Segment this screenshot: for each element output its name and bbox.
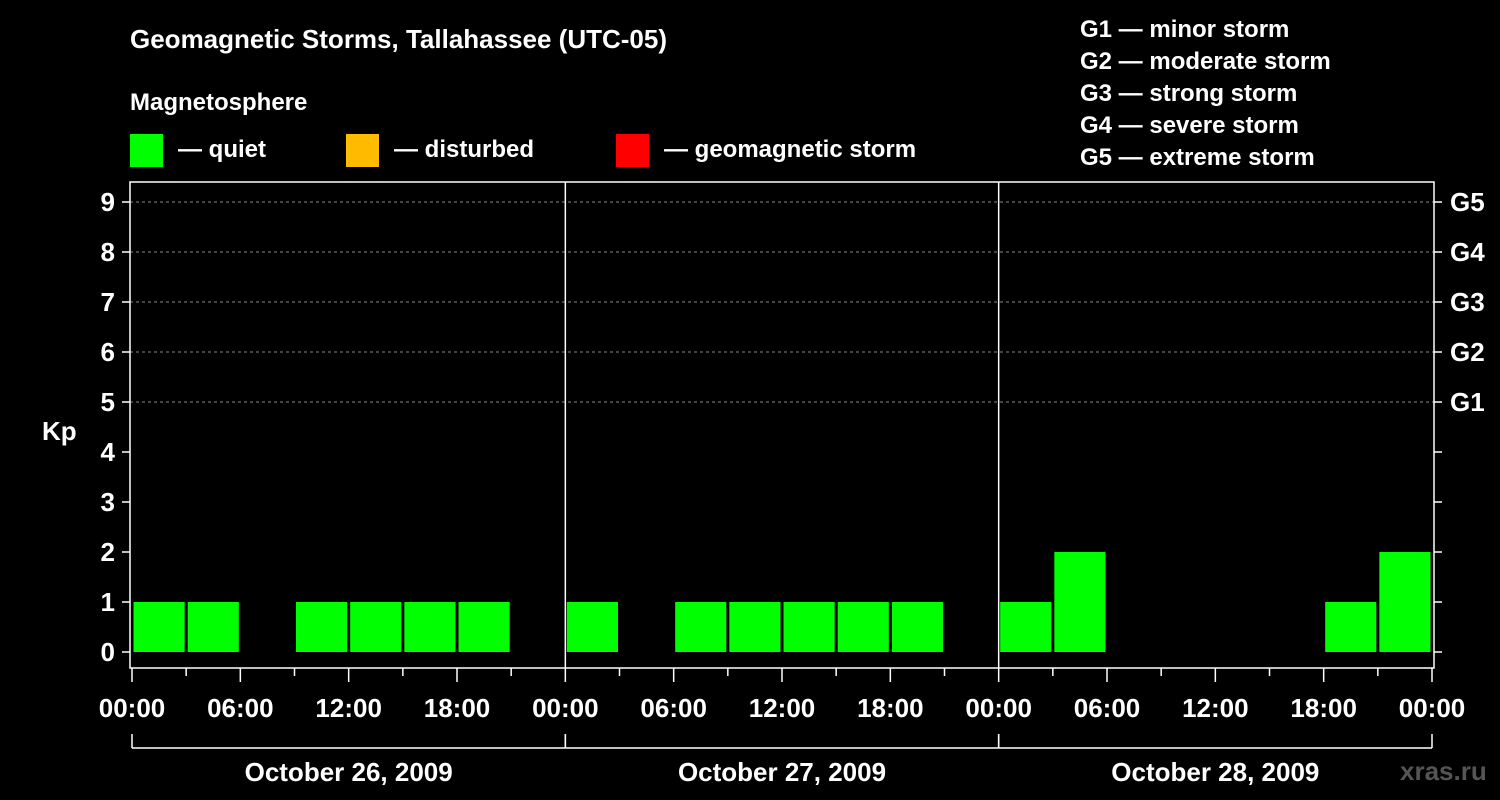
y-tick-label: 9 bbox=[101, 187, 115, 217]
grid-lines bbox=[130, 201, 1434, 403]
day-labels: October 26, 2009 October 27, 2009 October … bbox=[131, 734, 1433, 787]
legend-swatch bbox=[130, 134, 163, 167]
x-tick-label: 06:00 bbox=[1074, 693, 1141, 723]
kp-bar bbox=[566, 602, 618, 652]
storm-scale-list: G1 — minor storm G2 — moderate storm G3 — … bbox=[1080, 16, 1331, 171]
kp-bar bbox=[458, 602, 510, 652]
storm-scale-item: G2 — moderate storm bbox=[1080, 48, 1331, 75]
kp-bar bbox=[404, 602, 456, 652]
y-axis-ticks: 0 1 2 3 4 5 6 7 8 9 bbox=[101, 187, 1442, 667]
x-tick-label: 18:00 bbox=[857, 693, 924, 723]
kp-bar bbox=[187, 602, 239, 652]
x-tick-label: 12:00 bbox=[1182, 693, 1249, 723]
x-tick-label: 00:00 bbox=[965, 693, 1032, 723]
kp-bar bbox=[783, 602, 835, 652]
day-label: October 26, 2009 bbox=[245, 757, 453, 787]
x-tick-label: 00:00 bbox=[532, 693, 599, 723]
legend: — quiet — disturbed — geomagnetic storm bbox=[130, 134, 916, 167]
y-tick-label: 1 bbox=[101, 587, 115, 617]
y-tick-label: 0 bbox=[101, 637, 115, 667]
watermark: xras.ru bbox=[1400, 756, 1487, 786]
storm-axis-labels: G1 G2 G3 G4 G5 bbox=[1450, 187, 1485, 417]
legend-label: — geomagnetic storm bbox=[664, 136, 916, 163]
y-tick-label: 5 bbox=[101, 387, 115, 417]
kp-bar bbox=[1054, 552, 1106, 652]
y-tick-label: 8 bbox=[101, 237, 115, 267]
y-tick-label: 3 bbox=[101, 487, 115, 517]
x-axis-ticks: 00:00 06:00 12:00 18:00 00:00 06:00 12:00 18:00… bbox=[99, 668, 1466, 723]
legend-label: — quiet bbox=[178, 136, 266, 163]
kp-bar bbox=[891, 602, 943, 652]
kp-bar bbox=[1379, 552, 1431, 652]
storm-scale-item: G4 — severe storm bbox=[1080, 112, 1299, 139]
storm-axis-label: G4 bbox=[1450, 237, 1485, 267]
y-tick-label: 4 bbox=[101, 437, 116, 467]
kp-bar bbox=[296, 602, 348, 652]
chart-title: Geomagnetic Storms, Tallahassee (UTC-05) bbox=[130, 24, 667, 54]
x-tick-label: 18:00 bbox=[424, 693, 491, 723]
kp-bar bbox=[1000, 602, 1052, 652]
x-tick-label: 12:00 bbox=[315, 693, 382, 723]
legend-title: Magnetosphere bbox=[130, 89, 307, 116]
kp-bar bbox=[729, 602, 781, 652]
x-tick-label: 12:00 bbox=[749, 693, 816, 723]
legend-swatch bbox=[616, 134, 649, 167]
legend-label: — disturbed bbox=[394, 136, 534, 163]
day-label: October 28, 2009 bbox=[1111, 757, 1319, 787]
kp-bar bbox=[837, 602, 889, 652]
storm-axis-label: G2 bbox=[1450, 337, 1485, 367]
day-label: October 27, 2009 bbox=[678, 757, 886, 787]
y-tick-label: 7 bbox=[101, 287, 115, 317]
storm-scale-item: G5 — extreme storm bbox=[1080, 144, 1315, 171]
storm-axis-label: G1 bbox=[1450, 387, 1485, 417]
y-tick-label: 2 bbox=[101, 537, 115, 567]
x-tick-label: 06:00 bbox=[640, 693, 707, 723]
x-tick-label: 00:00 bbox=[1399, 693, 1466, 723]
storm-scale-item: G3 — strong storm bbox=[1080, 80, 1297, 107]
storm-scale-item: G1 — minor storm bbox=[1080, 16, 1289, 43]
kp-bar bbox=[675, 602, 727, 652]
kp-bar bbox=[1325, 602, 1377, 652]
legend-swatch bbox=[346, 134, 379, 167]
storm-axis-label: G3 bbox=[1450, 287, 1485, 317]
axes bbox=[129, 181, 1435, 669]
y-axis-label: Kp bbox=[42, 416, 77, 446]
x-tick-label: 00:00 bbox=[99, 693, 166, 723]
storm-axis-label: G5 bbox=[1450, 187, 1485, 217]
x-tick-label: 06:00 bbox=[207, 693, 274, 723]
kp-bar bbox=[133, 602, 185, 652]
kp-bar bbox=[350, 602, 402, 652]
x-tick-label: 18:00 bbox=[1290, 693, 1357, 723]
y-tick-label: 6 bbox=[101, 337, 115, 367]
kp-bars bbox=[133, 552, 1431, 652]
plot-frame bbox=[129, 181, 1435, 669]
